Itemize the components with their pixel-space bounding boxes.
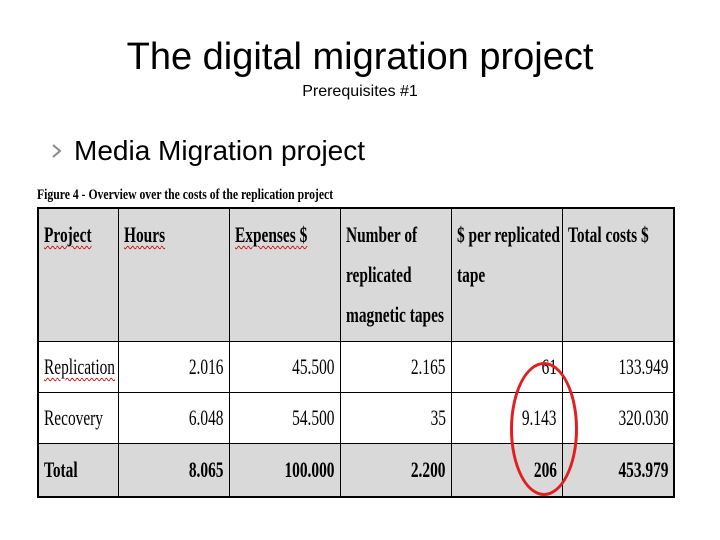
- cost-figure: Figure 4 - Overview over the costs of th…: [37, 185, 675, 498]
- row-label: Recovery: [37, 392, 119, 444]
- table-row: Replication 2.016 45.500 2.165 61 133.94…: [37, 341, 675, 393]
- cell-tapes: 2.165: [339, 341, 452, 393]
- column-header: Project: [37, 207, 119, 342]
- cell-hours: 8.065: [117, 443, 230, 498]
- table-row: Recovery 6.048 54.500 35 9.143 320.030: [37, 392, 675, 444]
- chevron-right-icon: [52, 144, 62, 158]
- cell-expenses: 54.500: [228, 392, 341, 444]
- bullet-text: Media Migration project: [74, 135, 366, 166]
- cell-tapes: 2.200: [339, 443, 452, 498]
- column-header: $ per replicated tape: [450, 207, 563, 342]
- column-header: Total costs $: [561, 207, 675, 342]
- cell-per-tape: 206: [450, 443, 563, 498]
- slide-title: The digital migration project: [126, 36, 594, 78]
- bullet-row: Media Migration project: [50, 134, 365, 168]
- cell-total: 320.030: [561, 392, 675, 444]
- cell-per-tape: 61: [450, 341, 563, 393]
- cell-tapes: 35: [339, 392, 452, 444]
- cell-per-tape: 9.143: [450, 392, 563, 444]
- row-label: Replication: [37, 341, 119, 393]
- cost-table: Project Hours Expenses $ Number of repli…: [37, 207, 675, 498]
- figure-caption: Figure 4 - Overview over the costs of th…: [37, 187, 334, 203]
- cell-expenses: 45.500: [228, 341, 341, 393]
- slide-subtitle: Prerequisites #1: [302, 83, 418, 100]
- cell-total: 133.949: [561, 341, 675, 393]
- table-header-row: Project Hours Expenses $ Number of repli…: [37, 207, 675, 342]
- cell-hours: 2.016: [117, 341, 230, 393]
- row-label: Total: [37, 443, 119, 498]
- column-header: Hours: [117, 207, 230, 342]
- cell-hours: 6.048: [117, 392, 230, 444]
- column-header: Expenses $: [228, 207, 341, 342]
- cell-expenses: 100.000: [228, 443, 341, 498]
- table-total-row: Total 8.065 100.000 2.200 206 453.979: [37, 443, 675, 498]
- cell-total: 453.979: [561, 443, 675, 498]
- column-header: Number of replicated magnetic tapes: [339, 207, 452, 342]
